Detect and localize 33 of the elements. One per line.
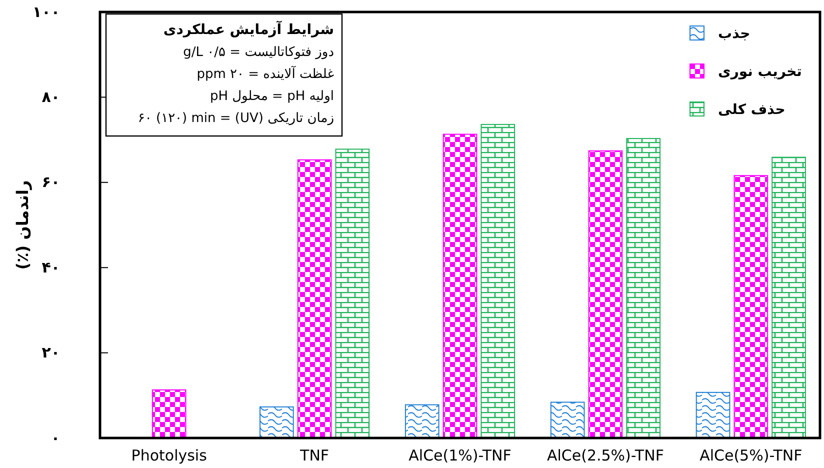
bar	[297, 159, 332, 438]
y-tick-label: ۲۰	[42, 344, 60, 362]
annotation: زمان تاریکی (UV) = ۶۰ (۱۲۰) min	[138, 111, 334, 126]
bar	[260, 406, 294, 438]
y-tick-label: ۸۰	[42, 88, 60, 106]
bar	[734, 175, 768, 438]
bar	[772, 156, 806, 438]
annotation: غلظت آلاینده = ۲۰ ppm	[196, 65, 334, 82]
x-tick-label: AlCe(1%)-TNF	[408, 446, 512, 465]
x-tick-label: AlCe(5%)-TNF	[700, 446, 802, 465]
bar	[480, 124, 516, 438]
annotation: دوز فتوکاتالیست = ۰/۵ g/L	[183, 45, 334, 60]
bar	[404, 404, 440, 438]
bar	[335, 148, 370, 438]
y-tick-label: ۴۰	[42, 258, 60, 276]
legend-label: حذف کلی	[718, 102, 786, 118]
legend-label: جذب	[718, 26, 750, 42]
bar	[626, 138, 660, 438]
bar	[588, 150, 623, 438]
x-tick-label: TNF	[299, 446, 330, 465]
y-axis-title: راندمان (٪)	[13, 180, 32, 270]
bar	[442, 134, 478, 438]
y-tick-label: ۰	[50, 428, 60, 447]
annotation: شرایط آزمایش عملکردی	[163, 20, 334, 38]
legend-label: تخریب نوری	[718, 64, 802, 80]
bar	[696, 392, 730, 438]
x-tick-label: AlCe(2.5%)-TNF	[546, 446, 664, 465]
bar	[152, 389, 186, 438]
annotation: اولیه pH = محلول pH	[210, 89, 334, 104]
x-tick-label: Photolysis	[131, 446, 208, 465]
y-tick-label: ۶۰	[42, 173, 60, 192]
y-tick-label: ۱۰۰	[32, 2, 60, 21]
bar	[550, 402, 585, 438]
